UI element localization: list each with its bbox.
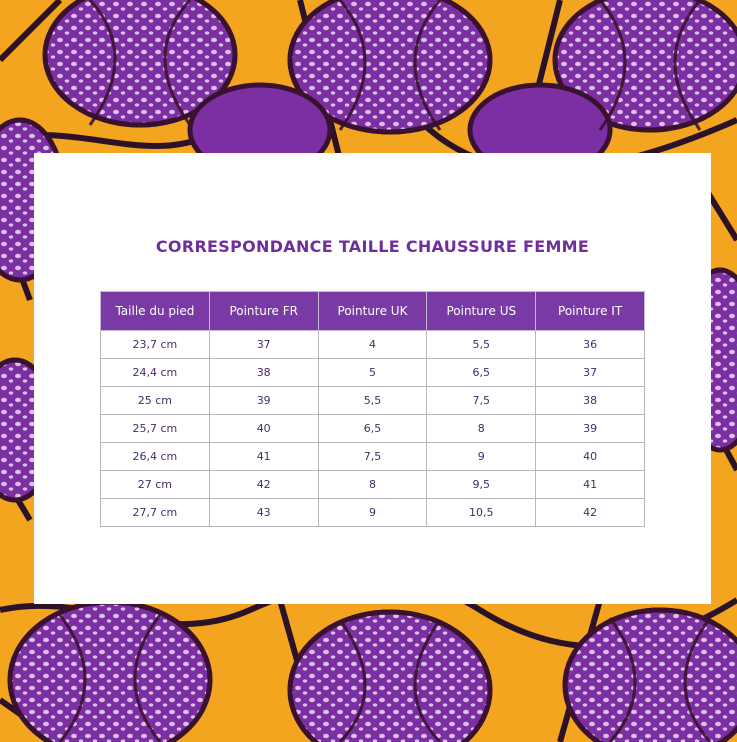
cell-size-it: 37 — [535, 358, 645, 387]
header-size-us: Pointure US — [426, 291, 537, 331]
cell-size-it: 38 — [535, 386, 645, 415]
cell-size-fr: 39 — [208, 386, 319, 415]
table-row: 27 cm 42 8 9,5 41 — [100, 470, 645, 499]
size-table: Taille du pied Pointure FR Pointure UK P… — [100, 291, 645, 527]
cell-size-fr: 43 — [208, 498, 319, 527]
cell-foot-length: 25 cm — [100, 386, 210, 415]
cell-size-it: 40 — [535, 442, 645, 471]
table-row: 25 cm 39 5,5 7,5 38 — [100, 386, 645, 415]
cell-size-uk: 5,5 — [317, 386, 428, 415]
cell-size-us: 9,5 — [426, 470, 537, 499]
cell-size-fr: 41 — [208, 442, 319, 471]
cell-size-us: 9 — [426, 442, 537, 471]
cell-foot-length: 25,7 cm — [100, 414, 210, 443]
cell-foot-length: 27,7 cm — [100, 498, 210, 527]
cell-size-uk: 6,5 — [317, 414, 428, 443]
cell-size-fr: 40 — [208, 414, 319, 443]
table-body: 23,7 cm 37 4 5,5 36 24,4 cm 38 5 6,5 37 25 cm 39 5,5… — [100, 330, 645, 527]
cell-size-us: 7,5 — [426, 386, 537, 415]
header-foot-length: Taille du pied — [100, 291, 210, 331]
cell-size-uk: 7,5 — [317, 442, 428, 471]
cell-size-us: 8 — [426, 414, 537, 443]
cell-size-it: 41 — [535, 470, 645, 499]
cell-size-uk: 8 — [317, 470, 428, 499]
cell-size-fr: 38 — [208, 358, 319, 387]
cell-foot-length: 26,4 cm — [100, 442, 210, 471]
cell-size-us: 10,5 — [426, 498, 537, 527]
table-row: 23,7 cm 37 4 5,5 36 — [100, 330, 645, 359]
table-row: 27,7 cm 43 9 10,5 42 — [100, 498, 645, 527]
header-size-fr: Pointure FR — [208, 291, 319, 331]
table-row: 26,4 cm 41 7,5 9 40 — [100, 442, 645, 471]
header-size-it: Pointure IT — [535, 291, 645, 331]
chart-title: CORRESPONDANCE TAILLE CHAUSSURE FEMME — [155, 237, 590, 256]
table-header-row: Taille du pied Pointure FR Pointure UK P… — [100, 291, 645, 331]
size-chart-card: CORRESPONDANCE TAILLE CHAUSSURE FEMME Ta… — [34, 153, 711, 604]
cell-size-fr: 37 — [208, 330, 319, 359]
table-row: 24,4 cm 38 5 6,5 37 — [100, 358, 645, 387]
cell-size-it: 36 — [535, 330, 645, 359]
cell-size-uk: 9 — [317, 498, 428, 527]
header-size-uk: Pointure UK — [317, 291, 428, 331]
table-row: 25,7 cm 40 6,5 8 39 — [100, 414, 645, 443]
cell-foot-length: 23,7 cm — [100, 330, 210, 359]
cell-size-uk: 5 — [317, 358, 428, 387]
cell-size-it: 39 — [535, 414, 645, 443]
cell-foot-length: 27 cm — [100, 470, 210, 499]
cell-size-uk: 4 — [317, 330, 428, 359]
cell-size-us: 5,5 — [426, 330, 537, 359]
cell-foot-length: 24,4 cm — [100, 358, 210, 387]
cell-size-us: 6,5 — [426, 358, 537, 387]
cell-size-it: 42 — [535, 498, 645, 527]
cell-size-fr: 42 — [208, 470, 319, 499]
